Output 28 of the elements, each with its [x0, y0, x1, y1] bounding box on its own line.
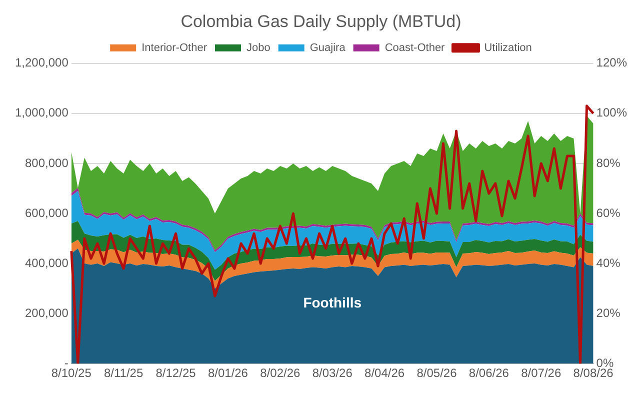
x-tick-label: 8/12/25	[156, 366, 196, 380]
x-tick-label: 8/05/26	[416, 366, 458, 380]
y-tick-label: 800,000	[24, 156, 69, 170]
legend-label: Jobo	[246, 42, 270, 54]
x-tick-label: 8/04/26	[364, 366, 405, 380]
y2-tick-label: 60%	[596, 206, 621, 220]
legend-label: Guajira	[310, 42, 346, 54]
y2-tick-label: 40%	[596, 256, 621, 270]
y2-tick-label: 20%	[596, 306, 621, 320]
legend-label: Utilization	[484, 42, 532, 54]
y-tick-label: 1,000,000	[14, 106, 69, 120]
y-tick-label: 1,200,000	[14, 56, 69, 70]
x-tick-label: 8/11/25	[104, 366, 144, 380]
x-tick-label: 8/03/26	[312, 366, 353, 380]
y2-tick-label: 120%	[596, 56, 628, 70]
y-tick-label: 200,000	[24, 306, 69, 320]
y2-tick-label: 80%	[596, 156, 621, 170]
x-tick-label: 8/01/26	[208, 366, 248, 380]
y-tick-label: 600,000	[24, 206, 69, 220]
chart-title: Colombia Gas Daily Supply (MBTUd)	[180, 12, 462, 31]
x-tick-label: 8/02/26	[260, 366, 300, 380]
x-tick-label: 8/07/26	[521, 366, 562, 380]
legend-label: Coast-Other	[384, 42, 446, 54]
annotation: Foothills	[303, 294, 362, 310]
y2-tick-label: 100%	[596, 106, 628, 120]
x-tick-label: 8/06/26	[468, 366, 510, 380]
legend-label: Interior-Other	[142, 42, 208, 54]
y-tick-label: 400,000	[24, 256, 69, 270]
